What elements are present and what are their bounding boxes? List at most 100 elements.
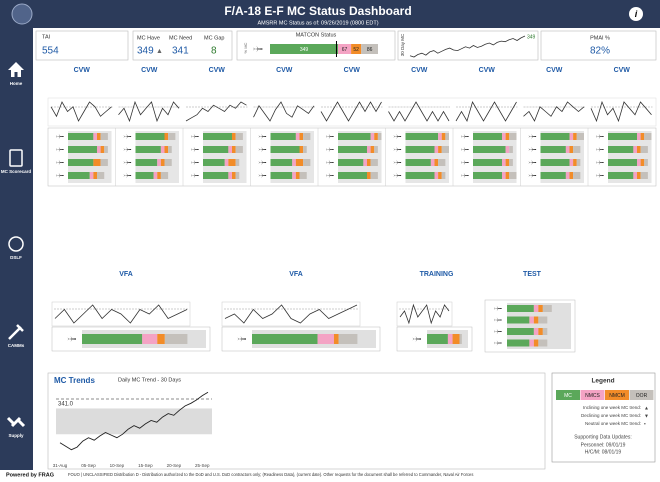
status-segment [228, 146, 232, 153]
status-segment [441, 133, 446, 140]
status-segment [93, 133, 97, 140]
status-segment [505, 133, 510, 140]
nav-label[interactable]: MC Scorecard [1, 169, 32, 174]
status-segment [576, 159, 581, 166]
status-segment [157, 159, 161, 166]
status-segment [533, 305, 539, 312]
status-segment [228, 159, 236, 166]
status-segment [538, 316, 548, 324]
axis-label: % MC [243, 42, 248, 53]
cvw-spark [118, 100, 180, 123]
aircraft-icon [253, 45, 263, 53]
status-segment [97, 146, 101, 153]
legend-label: OOR [636, 393, 648, 399]
status-segment [434, 172, 439, 179]
status-segment [608, 133, 637, 140]
status-segment [370, 172, 378, 179]
status-segment [540, 172, 566, 179]
status-segment [235, 133, 243, 140]
status-segment [533, 316, 539, 324]
status-segment [232, 146, 236, 153]
aircraft-icon [528, 159, 537, 166]
status-segment [405, 133, 439, 140]
status-segment [203, 133, 232, 140]
aircraft-icon [393, 159, 402, 166]
status-segment [430, 159, 435, 166]
cvw-spark [590, 100, 652, 123]
status-segment [374, 146, 378, 153]
group-spark [399, 303, 450, 325]
clock-icon[interactable] [8, 236, 24, 252]
aircraft-icon [123, 133, 132, 140]
supply-icon[interactable] [6, 416, 26, 428]
status-segment [203, 146, 229, 153]
legend-trend: Declining one week MC trend: [581, 413, 641, 418]
legend-swatch [629, 390, 654, 400]
status-segment [540, 146, 566, 153]
status-segment [303, 159, 311, 166]
status-segment [507, 328, 534, 335]
status-segment [295, 172, 300, 179]
status-segment [573, 159, 577, 166]
group-title: CVW [141, 67, 158, 74]
status-segment [502, 159, 506, 166]
status-segment [135, 133, 165, 140]
status-segment [367, 172, 371, 179]
nav-label[interactable]: Home [10, 81, 23, 86]
status-segment [507, 339, 530, 347]
aircraft-icon [55, 172, 64, 179]
info-icon[interactable]: i [635, 9, 638, 19]
nav-label[interactable]: DSLF [10, 255, 22, 260]
status-segment [317, 334, 334, 344]
status-segment [473, 159, 502, 166]
status-segment [135, 159, 158, 166]
nav-label[interactable]: Supply [8, 433, 23, 438]
status-segment [445, 133, 449, 140]
status-segment [68, 133, 94, 140]
status-segment [97, 133, 101, 140]
cvw-spark [253, 101, 315, 122]
status-segment [164, 146, 169, 153]
status-segment [338, 159, 364, 166]
status-segment [292, 159, 296, 166]
sidebar [0, 28, 33, 470]
status-segment [569, 133, 574, 140]
nav-label[interactable]: CAMMs [8, 343, 25, 348]
status-segment [640, 133, 645, 140]
group-title: CVW [209, 67, 226, 74]
status-segment [507, 305, 534, 312]
status-segment [569, 146, 574, 153]
aircraft-icon [595, 146, 604, 153]
aircraft-icon [393, 146, 402, 153]
x-tick-label: 31-Aug [53, 463, 68, 468]
status-segment [203, 172, 229, 179]
legend-symbol: ▼ [644, 413, 649, 419]
status-segment [459, 334, 462, 344]
status-segment [509, 146, 513, 153]
aircraft-icon [528, 133, 537, 140]
kpi-label: MC Gap [204, 35, 224, 41]
group-title: TRAINING [420, 271, 454, 278]
status-segment [633, 172, 637, 179]
trend-line [59, 391, 209, 451]
aircraft-icon [595, 172, 604, 179]
status-segment [509, 172, 517, 179]
status-segment [374, 133, 378, 140]
status-segment [363, 159, 367, 166]
home-icon[interactable] [8, 62, 24, 77]
cvw-spark [185, 101, 247, 122]
status-segment [299, 133, 304, 140]
group-title: TEST [523, 271, 542, 278]
status-segment [473, 146, 506, 153]
kpi-value: 349 [527, 34, 536, 40]
info-button[interactable] [629, 7, 643, 21]
trends-subtitle: Daily MC Trend - 30 Days [118, 377, 181, 383]
kpi-label: MATCON Status [296, 32, 337, 38]
camms-icon[interactable] [8, 324, 24, 340]
matcon-value: 67 [342, 47, 348, 53]
status-segment [135, 172, 154, 179]
aircraft-icon [258, 172, 267, 179]
status-segment [164, 334, 188, 344]
scorecard-icon[interactable] [9, 149, 23, 167]
